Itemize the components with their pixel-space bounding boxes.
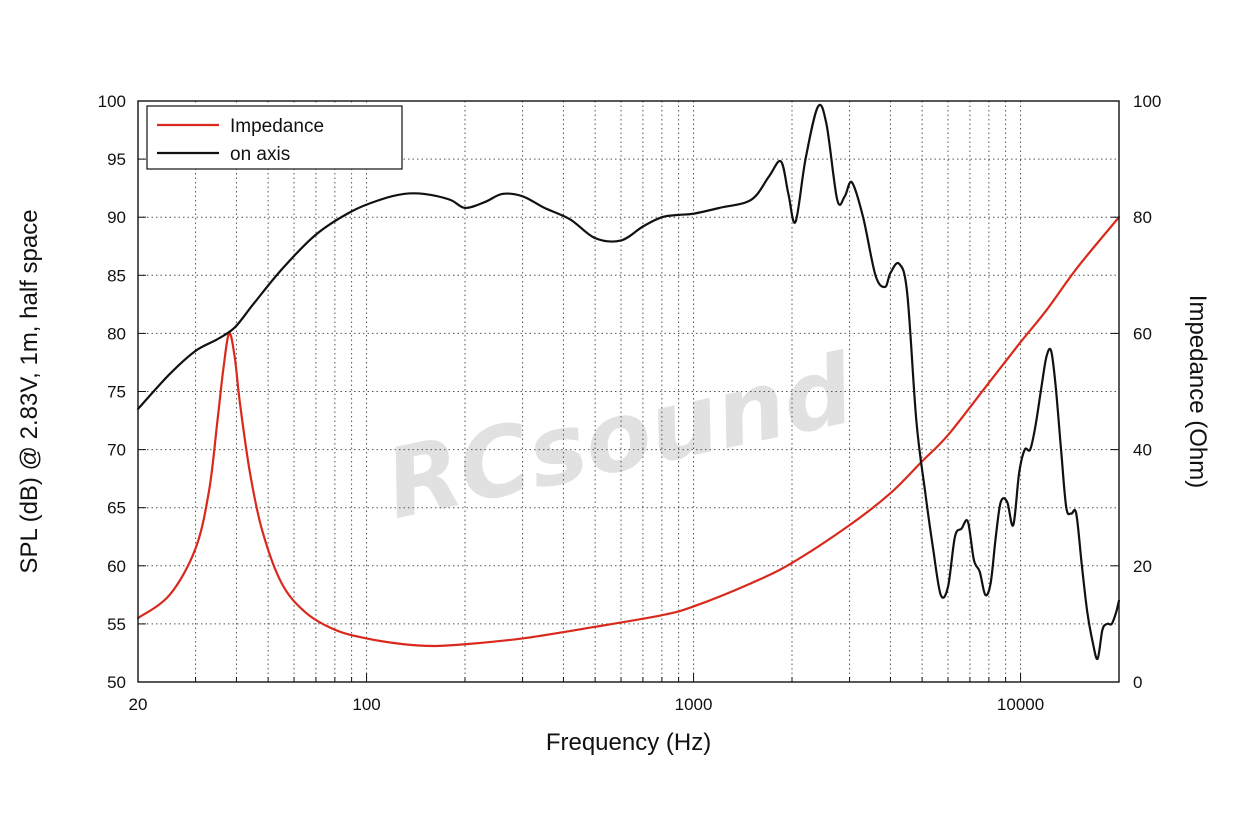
y-axis-label: SPL (dB) @ 2.83V, 1m, half space	[16, 209, 43, 573]
y-tick-label: 85	[107, 266, 126, 285]
series-line-impedance	[136, 216, 1121, 648]
x-tick-label: 100	[352, 695, 380, 714]
y-tick-label: 100	[98, 92, 126, 111]
x-tick-label: 10000	[997, 695, 1044, 714]
x-tick-label: 1000	[675, 695, 713, 714]
y2-axis-label: Impedance (Ohm)	[1184, 295, 1211, 488]
y-tick-label: 70	[107, 441, 126, 460]
y-tick-label: 80	[107, 324, 126, 343]
x-tick-label: 20	[129, 695, 148, 714]
y-tick-label: 50	[107, 673, 126, 692]
y-tick-label: 95	[107, 150, 126, 169]
y-tick-label: 55	[107, 615, 126, 634]
grid	[138, 101, 1119, 682]
legend: Impedance on axis	[146, 105, 403, 170]
y2-tick-label: 0	[1133, 673, 1142, 692]
series-line-on-axis	[136, 103, 1121, 660]
y-tick-label: 90	[107, 208, 126, 227]
legend-box	[146, 105, 403, 170]
y-tick-label: 60	[107, 557, 126, 576]
y-tick-label: 75	[107, 383, 126, 402]
watermark-logo: RCsound	[376, 333, 863, 541]
ticks	[138, 100, 1119, 683]
y2-tick-label: 20	[1133, 557, 1152, 576]
y-tick-label: 65	[107, 499, 126, 518]
y2-tick-label: 60	[1133, 324, 1152, 343]
legend-label-on-axis: on axis	[230, 144, 290, 165]
y2-tick-label: 40	[1133, 441, 1152, 460]
series-layer	[136, 103, 1121, 660]
y2-tick-label: 100	[1133, 92, 1161, 111]
legend-label-impedance: Impedance	[230, 116, 324, 137]
y2-tick-label: 80	[1133, 208, 1152, 227]
x-axis-label: Frequency (Hz)	[546, 729, 711, 756]
